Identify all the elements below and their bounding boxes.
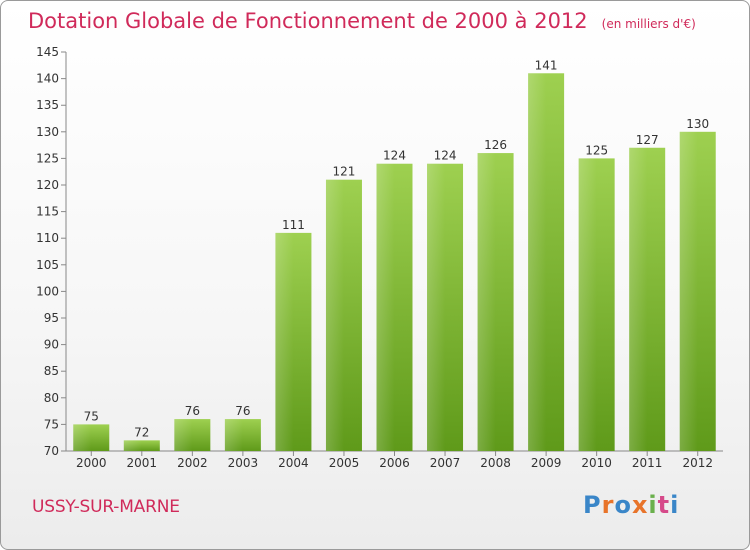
data-label: 125 — [585, 143, 608, 157]
data-label: 121 — [333, 165, 356, 179]
bar-highlight — [325, 179, 344, 451]
y-tick-label: 75 — [44, 417, 59, 431]
logo-letter: i — [670, 491, 680, 519]
data-label: 124 — [383, 149, 406, 163]
logo-letter: P — [583, 491, 602, 519]
y-tick-label: 100 — [36, 284, 59, 298]
bar-highlight — [376, 163, 395, 451]
bar-highlight — [174, 419, 193, 451]
y-tick-label: 140 — [36, 72, 59, 86]
y-tick-label: 70 — [44, 444, 59, 458]
data-label: 76 — [235, 404, 250, 418]
logo-letter: x — [631, 491, 649, 519]
bar-highlight — [528, 73, 547, 451]
y-tick-label: 95 — [44, 311, 59, 325]
bar-highlight — [679, 131, 698, 452]
logo-letter: r — [601, 491, 615, 519]
chart-title: Dotation Globale de Fonctionnement de 20… — [28, 9, 696, 33]
commune-name: USSY-SUR-MARNE — [32, 497, 180, 517]
chart-bars: 75 72 76 76 111 121 124 124 126 141 125 127 130 — [73, 58, 716, 452]
bar-highlight — [578, 158, 597, 451]
proxiti-logo: Proxiti — [583, 491, 679, 519]
y-tick-label: 135 — [36, 98, 59, 112]
data-label: 76 — [185, 404, 200, 418]
data-label: 126 — [484, 138, 507, 152]
x-tick-label: 2000 — [76, 456, 107, 470]
data-label: 141 — [535, 58, 558, 72]
y-tick-label: 85 — [44, 364, 59, 378]
x-tick-label: 2001 — [127, 456, 158, 470]
x-tick-label: 2011 — [632, 456, 663, 470]
data-label: 124 — [434, 149, 457, 163]
x-tick-label: 2012 — [682, 456, 713, 470]
y-tick-label: 105 — [36, 258, 59, 272]
logo-letter: i — [648, 491, 658, 519]
logo-letter: t — [657, 491, 671, 519]
logo-letter: o — [614, 491, 632, 519]
x-tick-label: 2005 — [329, 456, 360, 470]
chart-title-text: Dotation Globale de Fonctionnement de 20… — [28, 9, 588, 33]
y-tick-label: 130 — [36, 125, 59, 139]
x-tick-label: 2003 — [228, 456, 259, 470]
y-tick-label: 125 — [36, 151, 59, 165]
y-tick-label: 120 — [36, 178, 59, 192]
x-tick-label: 2006 — [379, 456, 410, 470]
x-tick-label: 2008 — [480, 456, 511, 470]
x-tick-label: 2010 — [581, 456, 612, 470]
x-tick-label: 2002 — [177, 456, 208, 470]
y-tick-label: 80 — [44, 391, 59, 405]
bar-highlight — [275, 232, 294, 451]
y-tick-label: 110 — [36, 231, 59, 245]
data-label: 75 — [84, 409, 99, 423]
data-label: 130 — [686, 117, 709, 131]
bar-highlight — [427, 163, 446, 451]
y-tick-label: 145 — [36, 45, 59, 59]
y-tick-label: 115 — [36, 205, 59, 219]
chart-unit: (en milliers d'€) — [601, 17, 696, 31]
chart-axes: 70 75 80 85 90 95 100 105 110 115 120 125 130 135 140 1… — [36, 45, 723, 470]
data-label: 72 — [134, 425, 149, 439]
bar-highlight — [73, 424, 92, 451]
y-tick-label: 90 — [44, 338, 59, 352]
x-tick-label: 2007 — [430, 456, 461, 470]
bar-highlight — [629, 147, 648, 451]
x-tick-label: 2004 — [278, 456, 309, 470]
bar-highlight — [123, 440, 142, 451]
data-label: 111 — [282, 218, 305, 232]
bar-highlight — [224, 419, 243, 451]
x-tick-label: 2009 — [531, 456, 562, 470]
bar-highlight — [477, 153, 496, 451]
data-label: 127 — [636, 133, 659, 147]
